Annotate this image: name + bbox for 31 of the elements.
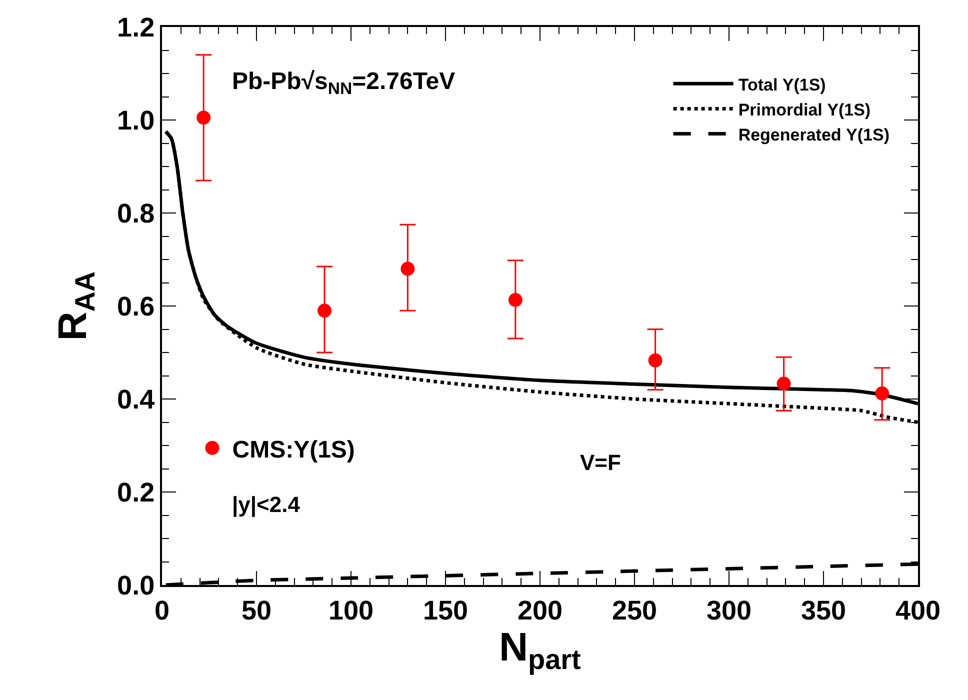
- annotation: |y|<2.4: [232, 492, 301, 517]
- x-tick-label: 300: [706, 595, 752, 626]
- point: [508, 292, 522, 307]
- y-tick-label: 1.0: [117, 105, 155, 136]
- y-tick-label: 0.6: [117, 291, 155, 322]
- legend-label: CMS:Υ(1S): [232, 436, 355, 464]
- x-tick-label: 200: [517, 595, 563, 626]
- legend-label: Regenerated Υ(1S): [738, 125, 890, 144]
- x-tick-label: 250: [612, 595, 658, 626]
- point: [648, 353, 662, 368]
- point: [400, 262, 415, 276]
- x-axis-title: N$_{part}$: [499, 625, 581, 675]
- legend-label: Primordial Υ(1S): [738, 100, 871, 120]
- y-tick-label: 0.0: [117, 570, 155, 600]
- point: [318, 304, 332, 318]
- point: [776, 376, 791, 391]
- x-tick-label: 400: [895, 595, 941, 626]
- legend-label: Total Υ(1S): [738, 75, 826, 94]
- x-tick-label: 50: [241, 595, 272, 626]
- y-tick-label: 0.2: [117, 477, 155, 508]
- y-tick-label: 1.2: [117, 12, 155, 42]
- x-tick-label: 350: [800, 595, 846, 626]
- point: [875, 386, 890, 400]
- y-tick-label: 0.8: [117, 198, 155, 228]
- annotation: V=F: [580, 450, 621, 475]
- x-tick-label: 0: [154, 595, 170, 626]
- y-tick-label: 0.4: [117, 384, 155, 414]
- x-tick-label: 150: [422, 595, 468, 626]
- point: [196, 110, 211, 125]
- annotation: Pb-Pb√s$_{NN}$=2.76TeV: [232, 68, 456, 98]
- x-tick-label: 100: [328, 595, 374, 626]
